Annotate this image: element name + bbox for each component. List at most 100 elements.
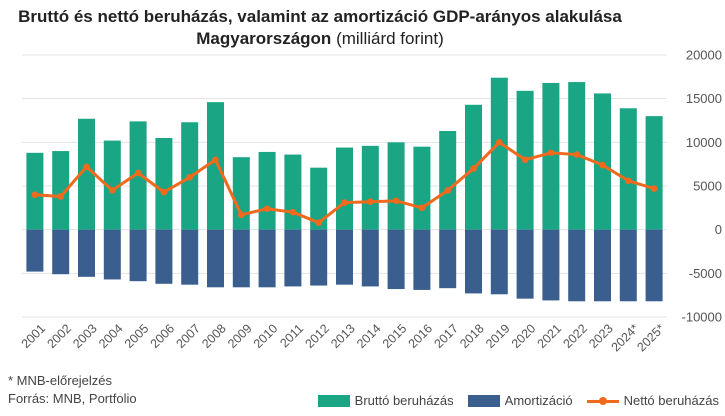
bar-gross-investment: [232, 157, 250, 230]
bar-depreciation: [516, 229, 534, 299]
bar-depreciation: [568, 229, 586, 302]
bar-depreciation: [284, 229, 302, 287]
x-tick-label: 2022: [560, 321, 590, 351]
x-tick-label: 2009: [225, 321, 255, 351]
x-tick-label: 2015: [380, 321, 410, 351]
legend-swatch-gross: [317, 394, 350, 407]
point-net-investment: [547, 149, 555, 157]
bar-gross-investment: [103, 140, 121, 230]
point-net-investment: [573, 151, 580, 158]
point-net-investment: [650, 185, 658, 192]
bar-gross-investment: [413, 146, 431, 230]
point-net-investment: [186, 173, 193, 181]
forecast-note: * MNB-előrejelzés: [8, 373, 113, 388]
y-tick-label: -10000: [682, 310, 722, 325]
point-net-investment: [31, 191, 39, 199]
bar-gross-investment: [619, 108, 637, 230]
point-net-investment: [444, 187, 452, 194]
point-net-investment: [315, 219, 323, 226]
legend-label-net: Nettó beruházás: [623, 393, 719, 408]
bar-depreciation: [155, 229, 173, 284]
x-tick-label: 2003: [70, 321, 100, 351]
bar-gross-investment: [207, 102, 224, 230]
y-tick-label: 10000: [686, 135, 722, 150]
x-tick-label: 2001: [19, 321, 49, 351]
y-tick-label: 20000: [686, 48, 722, 63]
point-net-investment: [625, 177, 632, 185]
x-tick-label: 2008: [199, 321, 229, 351]
point-net-investment: [134, 169, 142, 177]
chart-title-unit: (milliárd forint): [336, 29, 444, 48]
point-net-investment: [109, 187, 116, 194]
x-tick-label: 2025*: [634, 321, 667, 354]
bar-gross-investment: [490, 77, 508, 230]
x-tick-label: 2013: [328, 321, 358, 351]
bar-gross-investment: [542, 82, 560, 230]
legend-swatch-net: [586, 395, 619, 407]
chart-title: Bruttó és nettó beruházás, valamint az a…: [0, 6, 640, 50]
x-tick-label: 2016: [406, 321, 436, 351]
point-net-investment: [341, 199, 348, 206]
bar-gross-investment: [361, 145, 379, 230]
point-net-investment: [367, 198, 374, 206]
bar-gross-investment: [336, 147, 353, 230]
y-tick-label: 0: [715, 222, 722, 237]
bar-depreciation: [619, 229, 637, 302]
x-tick-label: 2006: [148, 321, 178, 351]
point-net-investment: [57, 193, 64, 200]
bar-depreciation: [78, 229, 95, 277]
bar-gross-investment: [26, 152, 44, 230]
bar-gross-investment: [387, 142, 405, 230]
bar-depreciation: [336, 229, 353, 285]
legend-item-depreciation: Amortizáció: [467, 393, 573, 408]
bar-depreciation: [258, 229, 276, 288]
bar-depreciation: [542, 229, 560, 301]
x-tick-label: 2014: [354, 321, 384, 351]
chart-title-main: Bruttó és nettó beruházás, valamint az a…: [18, 7, 622, 48]
point-net-investment: [392, 197, 400, 205]
bar-depreciation: [181, 229, 199, 285]
point-net-investment: [263, 205, 271, 213]
bar-gross-investment: [284, 154, 302, 230]
bar-gross-investment: [645, 116, 663, 230]
source-note: Forrás: MNB, Portfolio: [8, 391, 137, 406]
x-tick-label: 2020: [509, 321, 539, 351]
legend-label-depreciation: Amortizáció: [504, 393, 573, 408]
y-tick-label: 15000: [686, 91, 722, 106]
bar-depreciation: [465, 229, 482, 294]
bar-depreciation: [207, 229, 224, 288]
point-net-investment: [160, 188, 168, 196]
bar-gross-investment: [52, 151, 70, 230]
bar-depreciation: [645, 229, 663, 302]
point-net-investment: [599, 161, 606, 169]
x-tick-label: 2010: [251, 321, 281, 351]
x-tick-label: 2021: [535, 321, 565, 351]
legend-item-net: Nettó beruházás: [586, 393, 719, 408]
x-tick-label: 2004: [96, 321, 126, 351]
series-depreciation: [26, 229, 663, 302]
bar-depreciation: [387, 229, 405, 290]
x-tick-label: 2018: [457, 321, 487, 351]
point-net-investment: [289, 208, 297, 216]
point-net-investment: [238, 211, 245, 219]
bar-depreciation: [232, 229, 250, 288]
point-net-investment: [212, 156, 219, 164]
x-tick-label: 2007: [173, 321, 203, 351]
bar-depreciation: [490, 229, 508, 295]
bar-gross-investment: [78, 118, 95, 230]
bar-gross-investment: [439, 130, 457, 230]
x-tick-label: 2012: [302, 321, 332, 351]
x-tick-label: 2019: [483, 321, 513, 351]
bar-gross-investment: [310, 167, 328, 230]
legend-item-gross: Bruttó beruházás: [317, 393, 454, 408]
point-net-investment: [470, 165, 477, 172]
legend-swatch-depreciation: [467, 394, 500, 407]
y-tick-label: -5000: [689, 266, 722, 281]
footnotes: * MNB-előrejelzés Forrás: MNB, Portfolio: [8, 372, 137, 408]
bar-depreciation: [439, 229, 457, 289]
point-net-investment: [496, 139, 503, 146]
x-axis-ticks: 2001200220032004200520062007200820092010…: [19, 321, 668, 354]
x-tick-label: 2011: [277, 321, 306, 350]
bar-gross-investment: [594, 93, 611, 230]
bar-depreciation: [361, 229, 379, 287]
